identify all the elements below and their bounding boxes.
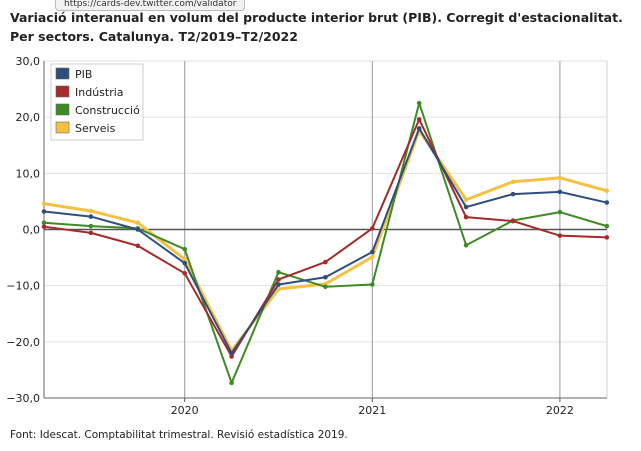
axes: 30,0 20,0 10,0 0,0 −10,0 −20,0 −30,0 2020 2021 20… (6, 55, 608, 417)
data-point (276, 282, 281, 287)
data-point (276, 269, 281, 275)
series-line (43, 127, 608, 355)
legend-label: Construcció (75, 104, 140, 117)
data-point (604, 235, 610, 240)
data-point (463, 197, 469, 203)
data-point (463, 214, 469, 220)
data-point (88, 208, 94, 214)
data-point (557, 209, 563, 215)
data-point (182, 271, 187, 276)
y-tick-label: 20,0 (16, 111, 41, 124)
source-note: Font: Idescat. Comptabilitat trimestral.… (10, 429, 348, 441)
x-tick-label: 2022 (546, 404, 574, 417)
data-point (510, 218, 516, 224)
data-point (323, 284, 328, 290)
data-point (416, 117, 422, 122)
y-tick-label: 30,0 (16, 55, 41, 68)
y-tick-label: −10,0 (6, 280, 40, 293)
data-point (41, 209, 47, 214)
data-point (229, 380, 234, 386)
data-point (182, 256, 187, 262)
data-point (182, 246, 187, 252)
data-point (370, 249, 375, 255)
data-point (416, 100, 422, 106)
x-tick-label: 2021 (358, 404, 386, 417)
series-pib (41, 126, 610, 356)
legend-label: Serveis (75, 122, 116, 135)
series-indústria (41, 117, 610, 359)
data-point (510, 191, 516, 197)
data-point (323, 274, 328, 280)
y-tick-label: 0,0 (23, 224, 41, 237)
data-point (41, 224, 47, 229)
data-point (370, 226, 375, 231)
legend: PIB Indústria Construcció Serveis (50, 63, 144, 141)
data-point (135, 227, 141, 232)
y-tick-label: −30,0 (6, 392, 40, 405)
data-point (463, 242, 469, 248)
data-point (604, 200, 610, 205)
legend-swatch (55, 121, 70, 134)
series-serveis (41, 128, 610, 354)
data-point (370, 282, 375, 287)
data-point (41, 220, 47, 226)
data-point (135, 243, 141, 249)
data-point (510, 179, 516, 185)
data-point (182, 260, 187, 266)
data-point (88, 223, 94, 229)
series-layer (41, 100, 610, 386)
data-point (229, 354, 234, 359)
y-tick-label: 10,0 (16, 167, 41, 180)
series-line (43, 129, 608, 353)
data-point (323, 259, 328, 265)
legend-label: Indústria (75, 86, 124, 99)
data-point (604, 188, 610, 194)
legend-swatch (55, 103, 70, 116)
legend-swatch (55, 67, 70, 80)
legend-label: PIB (75, 68, 92, 81)
chart-title: Variació interanual en volum del product… (10, 10, 623, 44)
data-point (135, 220, 141, 226)
x-tick-label: 2020 (171, 404, 199, 417)
legend-swatch (55, 85, 70, 98)
data-point (557, 233, 563, 238)
data-point (41, 201, 47, 206)
data-point (370, 254, 375, 260)
data-point (88, 230, 94, 236)
data-point (604, 223, 610, 229)
data-point (276, 277, 281, 282)
data-point (557, 189, 563, 195)
data-point (88, 214, 94, 219)
data-point (557, 175, 563, 181)
series-line (43, 118, 607, 358)
data-point (463, 204, 469, 210)
data-point (229, 350, 234, 356)
url-tooltip: https://cards-dev.twitter.com/validator (55, 0, 246, 11)
y-tick-label: −20,0 (6, 336, 40, 349)
data-point (416, 126, 422, 131)
